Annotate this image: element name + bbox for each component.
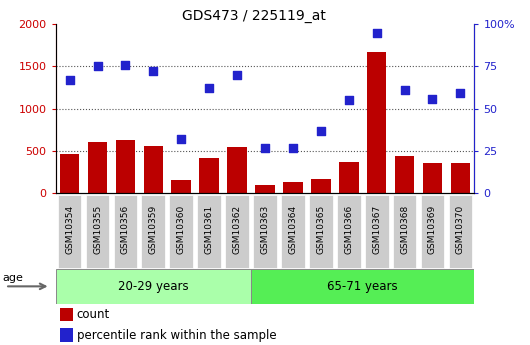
FancyBboxPatch shape xyxy=(421,195,444,268)
Text: 20-29 years: 20-29 years xyxy=(118,280,189,293)
Bar xyxy=(395,156,414,193)
FancyBboxPatch shape xyxy=(170,195,193,268)
Point xyxy=(233,72,241,78)
Bar xyxy=(88,142,107,193)
Text: GSM10362: GSM10362 xyxy=(233,205,242,254)
Bar xyxy=(116,140,135,193)
Point xyxy=(65,77,74,83)
Point xyxy=(373,30,381,36)
Text: GSM10366: GSM10366 xyxy=(344,205,353,254)
Bar xyxy=(423,163,442,193)
Text: GSM10367: GSM10367 xyxy=(372,205,381,254)
Text: GSM10356: GSM10356 xyxy=(121,205,130,254)
Text: GSM10365: GSM10365 xyxy=(316,205,325,254)
Text: GSM10361: GSM10361 xyxy=(205,205,214,254)
FancyBboxPatch shape xyxy=(86,195,109,268)
Text: GSM10359: GSM10359 xyxy=(149,205,158,254)
Bar xyxy=(283,182,303,193)
Point xyxy=(344,98,353,103)
Bar xyxy=(450,163,470,193)
Text: percentile rank within the sample: percentile rank within the sample xyxy=(77,328,276,342)
FancyBboxPatch shape xyxy=(113,195,137,268)
Bar xyxy=(144,146,163,193)
FancyBboxPatch shape xyxy=(142,195,165,268)
FancyBboxPatch shape xyxy=(58,195,82,268)
Bar xyxy=(60,328,73,342)
FancyBboxPatch shape xyxy=(337,195,360,268)
FancyBboxPatch shape xyxy=(365,195,388,268)
FancyBboxPatch shape xyxy=(225,195,249,268)
Text: GSM10355: GSM10355 xyxy=(93,205,102,254)
Text: GSM10368: GSM10368 xyxy=(400,205,409,254)
Point xyxy=(205,86,214,91)
Text: GDS473 / 225119_at: GDS473 / 225119_at xyxy=(182,9,326,23)
Point xyxy=(149,69,157,74)
Text: GSM10369: GSM10369 xyxy=(428,205,437,254)
Text: count: count xyxy=(77,308,110,321)
Point xyxy=(456,91,465,96)
Bar xyxy=(56,269,251,304)
FancyBboxPatch shape xyxy=(281,195,305,268)
Text: GSM10370: GSM10370 xyxy=(456,205,465,254)
Point xyxy=(121,62,130,68)
Bar xyxy=(311,179,331,193)
Point xyxy=(93,63,102,69)
Point xyxy=(316,128,325,134)
Bar xyxy=(199,158,219,193)
Text: GSM10364: GSM10364 xyxy=(288,205,297,254)
Text: GSM10363: GSM10363 xyxy=(261,205,269,254)
Bar xyxy=(251,269,474,304)
FancyBboxPatch shape xyxy=(309,195,333,268)
FancyBboxPatch shape xyxy=(197,195,221,268)
Text: age: age xyxy=(3,273,23,283)
Point xyxy=(400,87,409,93)
Bar xyxy=(60,154,80,193)
FancyBboxPatch shape xyxy=(393,195,417,268)
Point xyxy=(289,145,297,150)
Text: GSM10360: GSM10360 xyxy=(177,205,186,254)
Bar xyxy=(172,180,191,193)
Bar xyxy=(255,185,275,193)
Text: GSM10354: GSM10354 xyxy=(65,205,74,254)
FancyBboxPatch shape xyxy=(253,195,277,268)
Bar xyxy=(367,52,386,193)
Bar xyxy=(60,308,73,321)
Bar xyxy=(227,147,247,193)
Point xyxy=(177,136,186,142)
Bar xyxy=(339,162,358,193)
FancyBboxPatch shape xyxy=(448,195,472,268)
Point xyxy=(261,145,269,150)
Point xyxy=(428,96,437,101)
Text: 65-71 years: 65-71 years xyxy=(328,280,398,293)
